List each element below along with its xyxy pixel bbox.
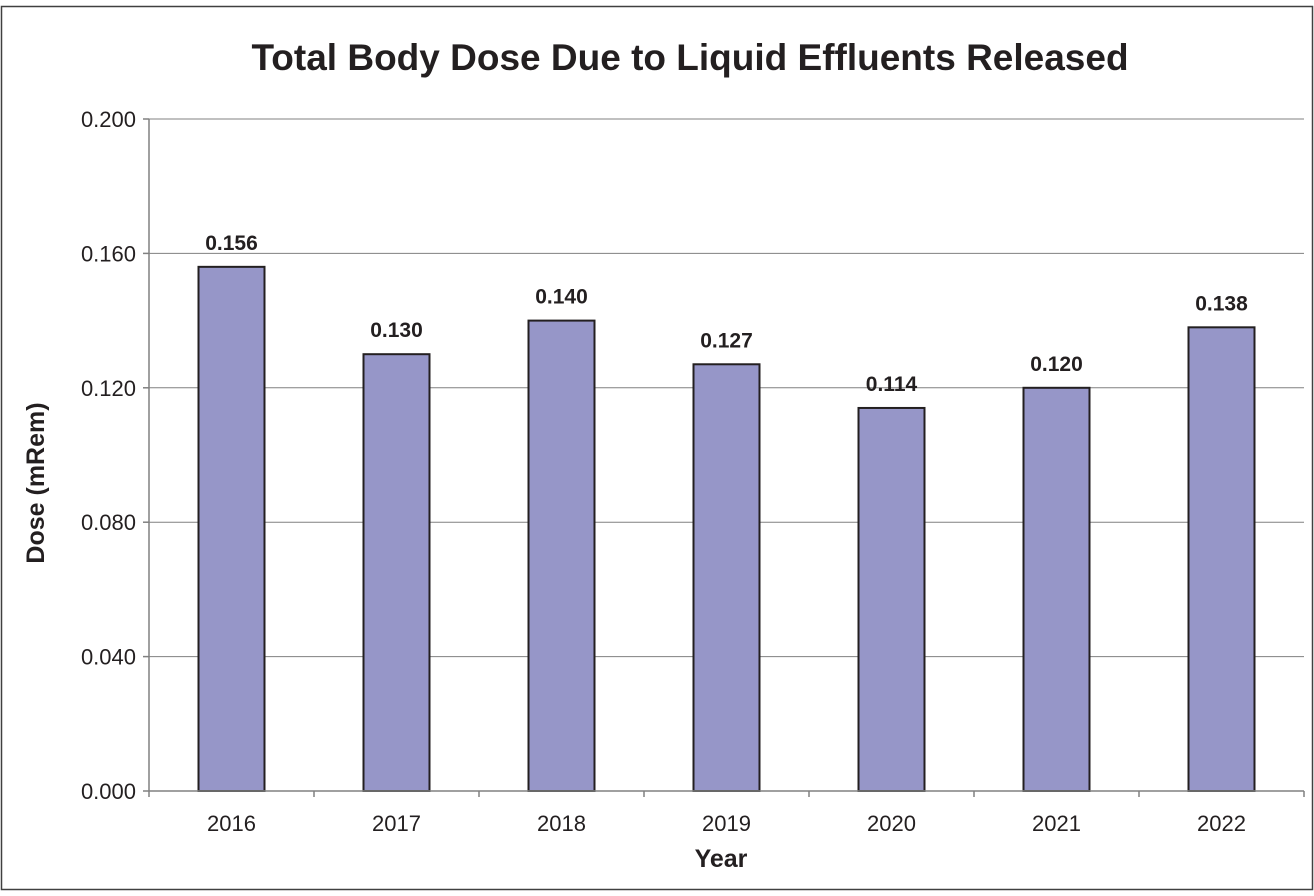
x-tick-label: 2020 <box>867 811 916 836</box>
y-tick-label: 0.120 <box>81 376 136 401</box>
bar-2016 <box>197 265 266 792</box>
x-tick-label: 2022 <box>1197 811 1246 836</box>
y-tick-label: 0.000 <box>81 779 136 804</box>
data-labels: 0.156 0.130 0.140 0.127 0.114 0.120 0.138 <box>205 232 1248 396</box>
x-axis-title: Year <box>695 845 748 873</box>
y-axis-title: Dose (mRem) <box>22 402 50 563</box>
data-label: 0.140 <box>535 286 588 309</box>
bar-2020 <box>857 406 926 792</box>
y-tick-label: 0.200 <box>81 107 136 132</box>
data-label: 0.138 <box>1195 292 1248 315</box>
bar-2018 <box>527 319 596 792</box>
x-tick-label: 2016 <box>207 811 256 836</box>
chart-title: Total Body Dose Due to Liquid Effluents … <box>251 37 1128 78</box>
x-tick-label: 2021 <box>1032 811 1081 836</box>
y-tick-label: 0.040 <box>81 645 136 670</box>
bar-2021 <box>1022 386 1091 792</box>
x-tick-label: 2019 <box>702 811 751 836</box>
data-label: 0.120 <box>1030 353 1083 376</box>
bar-2022 <box>1187 326 1256 792</box>
data-label: 0.130 <box>370 319 423 342</box>
data-label: 0.114 <box>866 373 918 396</box>
data-label: 0.156 <box>205 232 258 255</box>
x-tick-label: 2017 <box>372 811 421 836</box>
y-tick-label: 0.080 <box>81 510 136 535</box>
y-tick-label: 0.160 <box>81 241 136 266</box>
x-tick-label: 2018 <box>537 811 586 836</box>
bar-2017 <box>362 353 431 792</box>
data-label: 0.127 <box>700 329 753 352</box>
axes <box>148 119 1304 792</box>
bar-2019 <box>692 363 761 792</box>
x-axis-ticks: 2016 2017 2018 2019 2020 2021 2022 <box>148 791 1305 836</box>
y-axis-ticks: 0.000 0.040 0.080 0.120 0.160 0.200 <box>81 107 149 804</box>
bars <box>197 265 1256 792</box>
